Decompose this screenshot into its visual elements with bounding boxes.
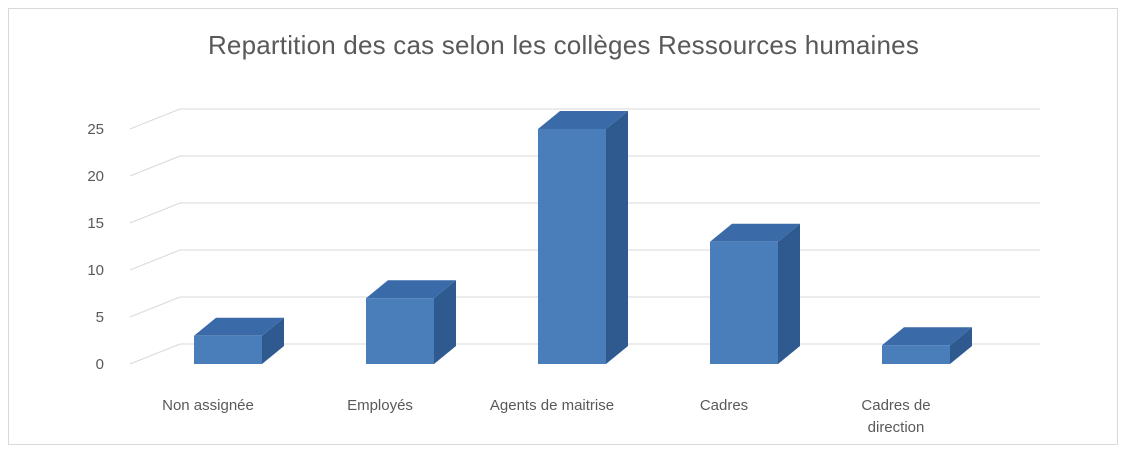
x-tick-label: Non assignée [162,397,254,414]
gridline-side-10 [129,249,181,271]
y-tick-label: 0 [96,356,104,373]
bar-top [710,223,800,242]
bar-top [366,280,456,299]
x-tick-label: Cadres de direction [861,397,930,436]
bar [194,335,262,364]
y-tick-label: 5 [96,309,104,326]
x-tick-label: Employés [347,397,413,414]
bar-top [882,327,972,346]
x-tick-label: Agents de maitrise [490,397,614,414]
gridline-side-20 [129,155,181,177]
bar-side [606,111,628,364]
y-tick-label: 20 [87,168,104,185]
x-tick-label: Cadres [700,397,748,414]
bar-side [262,317,284,364]
bar-side [950,327,972,364]
gridline-side-25 [129,108,181,130]
bar [538,129,606,364]
bar [710,241,778,364]
bar-top [538,111,628,129]
y-tick-label: 15 [87,215,104,232]
bar-top [194,317,284,336]
gridline-side-0 [129,343,181,365]
bar [882,345,950,364]
gridline-side-5 [129,296,181,318]
bar-side [434,280,456,364]
bar [366,298,434,364]
chart-title: Repartition des cas selon les collèges R… [207,30,920,60]
y-tick-label: 10 [87,262,104,279]
bar-side [778,223,800,364]
y-tick-label: 25 [87,121,104,138]
gridline-side-15 [129,202,181,224]
